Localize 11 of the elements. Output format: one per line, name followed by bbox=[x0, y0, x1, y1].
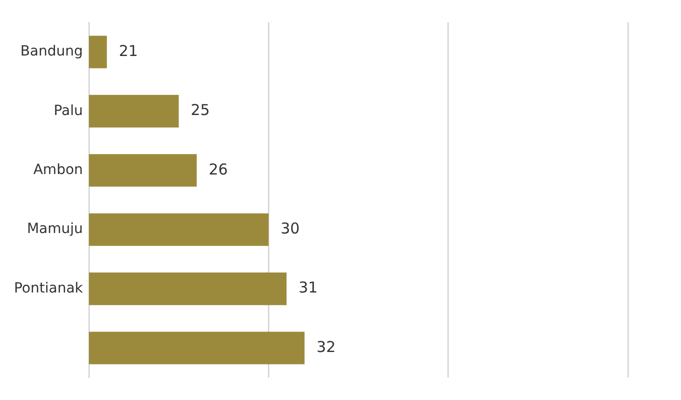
y-tick-label: Pontianak bbox=[14, 280, 84, 296]
data-label: 31 bbox=[298, 278, 318, 297]
data-label: 25 bbox=[190, 101, 210, 120]
y-tick-label: Mamuju bbox=[26, 221, 83, 238]
y-tick-label: Bandung bbox=[20, 44, 83, 60]
data-label: 30 bbox=[280, 219, 300, 238]
data-label: 26 bbox=[208, 160, 228, 178]
data-label: 32 bbox=[316, 338, 336, 356]
y-tick-label: Palu bbox=[54, 102, 83, 119]
y-tick-label: Ambon bbox=[33, 162, 83, 178]
data-label: 21 bbox=[118, 42, 138, 60]
